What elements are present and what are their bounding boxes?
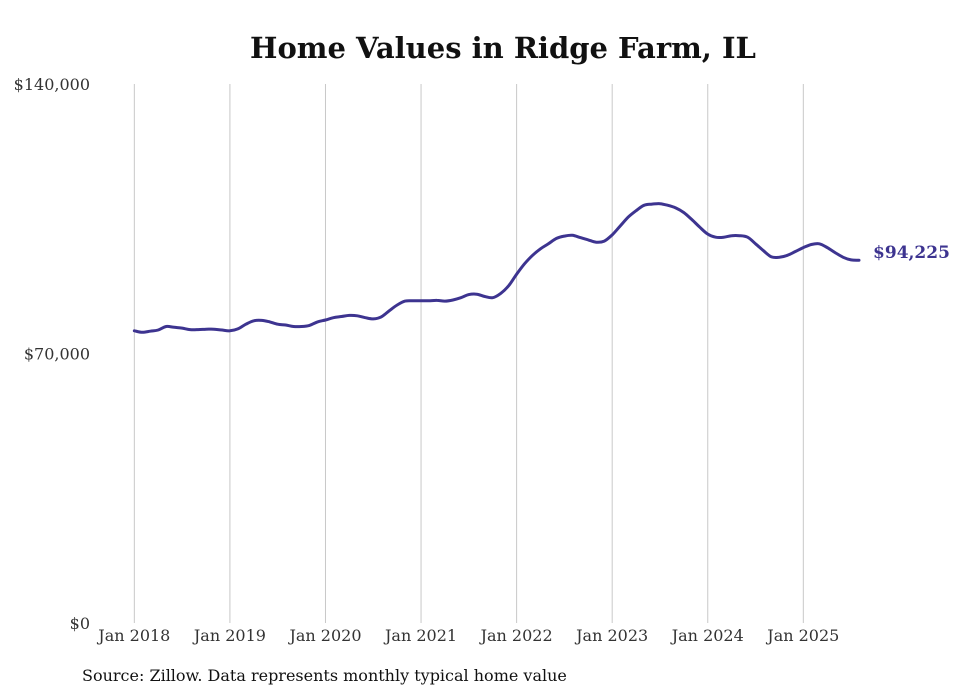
end-value-label: $94,225 bbox=[873, 243, 950, 263]
x-tick-label: Jan 2024 bbox=[670, 626, 744, 645]
y-tick-label: $140,000 bbox=[14, 75, 90, 94]
x-tick-label: Jan 2020 bbox=[287, 626, 361, 645]
x-axis-labels: Jan 2018 Jan 2019 Jan 2020 Jan 2021 Jan 2022… bbox=[96, 626, 839, 645]
chart-title: Home Values in Ridge Farm, IL bbox=[250, 31, 756, 65]
grid-lines bbox=[133, 84, 804, 623]
x-tick-label: Jan 2018 bbox=[96, 626, 170, 645]
x-tick-label: Jan 2023 bbox=[574, 626, 648, 645]
y-tick-label: $0 bbox=[70, 614, 90, 633]
y-tick-label: $70,000 bbox=[24, 345, 90, 364]
source-note: Source: Zillow. Data represents monthly … bbox=[82, 666, 567, 685]
x-tick-label: Jan 2022 bbox=[479, 626, 553, 645]
x-tick-label: Jan 2021 bbox=[383, 626, 457, 645]
series-line-home-value bbox=[132, 202, 861, 334]
x-tick-label: Jan 2025 bbox=[765, 626, 839, 645]
x-tick-label: Jan 2019 bbox=[192, 626, 266, 645]
y-axis-labels: $0 $70,000 $140,000 bbox=[14, 75, 90, 633]
